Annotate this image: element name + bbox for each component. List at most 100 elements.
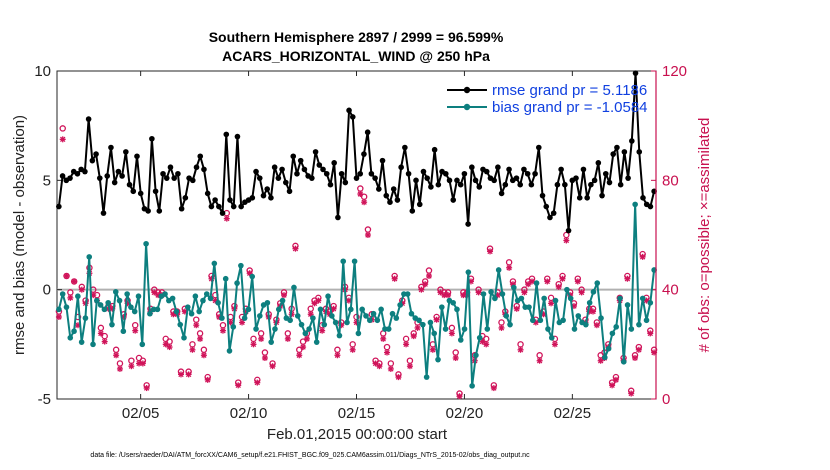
bias-point (511, 284, 517, 291)
obs-assimilated-point (254, 379, 261, 386)
rmse-point (372, 175, 378, 181)
rmse-point (428, 184, 434, 190)
y-axis-left-label: rmse and bias (model - observation) (11, 115, 28, 355)
x-axis-ticks: 02/05 02/10 02/15 02/20 02/25 (122, 71, 591, 422)
y-left-tick-label: -5 (38, 391, 51, 408)
rmse-point (342, 179, 349, 186)
rmse-point (271, 164, 278, 171)
rmse-point (528, 181, 535, 188)
rmse-point (126, 181, 133, 188)
bias-point (222, 275, 229, 282)
bias-point (226, 348, 233, 354)
rmse-point (536, 144, 542, 151)
bias-point (321, 321, 328, 328)
obs-assimilated-point (166, 344, 173, 351)
obs-assimilated-point (116, 365, 123, 372)
obs-assimilated-point (647, 330, 654, 337)
rmse-point (517, 181, 524, 188)
bias-point (219, 315, 225, 321)
bias-point (529, 317, 536, 324)
bias-point (609, 330, 616, 337)
obs-assimilated-point (204, 376, 211, 383)
obs-assimilated-point (296, 352, 303, 359)
bias-point (363, 313, 369, 319)
obs-assimilated-point (456, 393, 463, 400)
y-right-tick-label: 120 (662, 63, 687, 80)
obs-assimilated-point (487, 248, 494, 255)
obs-assimilated-point (235, 382, 242, 389)
bias-point (272, 326, 278, 332)
obs-assimilated-point (67, 294, 74, 301)
bias-point (602, 354, 608, 361)
bias-point (605, 345, 612, 352)
bias-point (533, 280, 540, 286)
bias-point (135, 293, 142, 300)
obs-assimilated-point (628, 390, 635, 397)
bias-point (188, 310, 195, 317)
rmse-point (216, 203, 222, 210)
obs-assimilated-point (376, 363, 383, 370)
rmse-point (420, 168, 427, 175)
bias-point (291, 284, 297, 291)
bias-point (431, 330, 438, 337)
obs-assimilated-point (425, 273, 432, 279)
bias-point (442, 326, 449, 332)
obs-assimilated-point (483, 341, 490, 348)
line-series (56, 70, 657, 389)
bias-point (541, 295, 547, 302)
obs-assimilated-point (517, 346, 524, 353)
bias-point (75, 293, 81, 300)
obs-assimilated-point (612, 376, 619, 383)
bias-point (325, 293, 331, 300)
rmse-point (576, 195, 583, 201)
legend-bias-label: bias grand pr = -1.0584 (492, 99, 648, 116)
rmse-point (119, 173, 125, 179)
bias-point (298, 321, 305, 328)
bias-point (450, 299, 456, 306)
rmse-point (387, 199, 393, 205)
legend: rmse grand pr = 5.1186 bias grand pr = -… (447, 82, 648, 116)
rmse-point (368, 170, 375, 177)
obs-assimilated-point (418, 286, 425, 293)
rmse-point (402, 144, 408, 151)
obs-assimilated-point (330, 305, 337, 312)
bias-point (230, 324, 237, 330)
bias-point (397, 302, 403, 308)
obs-assimilated-point (609, 382, 616, 389)
obs-assimilated-point (258, 335, 265, 342)
rmse-point (327, 181, 334, 188)
rmse-point (204, 190, 211, 197)
rmse-point (130, 188, 137, 195)
rmse-point (316, 162, 323, 168)
obs-assimilated-point (300, 344, 307, 351)
rmse-point (167, 164, 174, 171)
bias-point (374, 317, 381, 324)
bias-point (385, 326, 392, 332)
bias-point (78, 339, 85, 345)
rmse-point (554, 181, 561, 188)
bias-point (613, 324, 619, 330)
rmse-point (565, 227, 572, 234)
obs-assimilated-point (597, 357, 604, 364)
bias-point (238, 262, 244, 269)
bias-point (109, 321, 115, 328)
obs-assimilated-point (387, 365, 394, 372)
bias-point (389, 310, 396, 317)
bias-point (571, 326, 578, 332)
rmse-point (189, 177, 196, 184)
obs-assimilated-point (319, 327, 326, 334)
bias-point (461, 326, 468, 332)
bias-point (196, 308, 202, 315)
obs-assimilated-point (490, 385, 497, 392)
bias-point (139, 341, 146, 348)
bias-point (457, 337, 464, 343)
obs-assimilated-point (357, 191, 364, 197)
bias-point (560, 317, 566, 324)
bias-point (94, 297, 100, 304)
bias-point (473, 352, 479, 359)
obs-assimilated-point (506, 264, 513, 271)
obs-assimilated-point (414, 324, 421, 331)
rmse-point (539, 192, 546, 199)
bias-point (97, 302, 104, 308)
bias-point (537, 317, 544, 324)
